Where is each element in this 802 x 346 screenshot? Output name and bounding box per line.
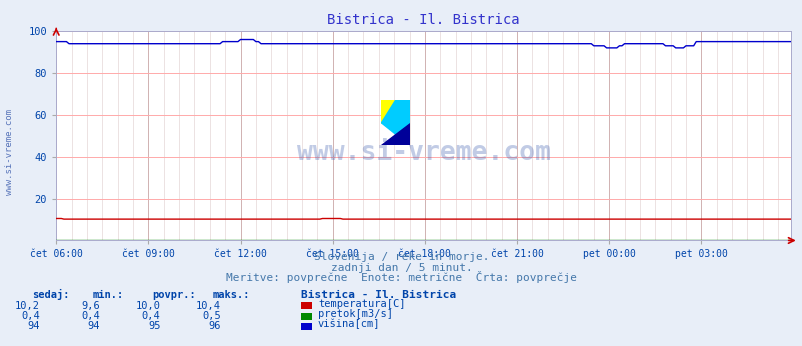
Text: maks.:: maks.: [213, 290, 250, 300]
Text: sedaj:: sedaj: [32, 289, 70, 300]
Text: 96: 96 [208, 321, 221, 331]
Text: zadnji dan / 5 minut.: zadnji dan / 5 minut. [330, 263, 472, 273]
Text: 95: 95 [148, 321, 160, 331]
Text: temperatura[C]: temperatura[C] [318, 299, 405, 309]
Text: 0,4: 0,4 [82, 311, 100, 321]
Text: 10,4: 10,4 [196, 301, 221, 311]
Polygon shape [381, 100, 395, 123]
Text: www.si-vreme.com: www.si-vreme.com [5, 109, 14, 195]
Text: višina[cm]: višina[cm] [318, 319, 380, 329]
Text: 0,4: 0,4 [142, 311, 160, 321]
Text: 0,4: 0,4 [22, 311, 40, 321]
Title: Bistrica - Il. Bistrica: Bistrica - Il. Bistrica [327, 13, 519, 27]
Polygon shape [381, 123, 409, 145]
Text: www.si-vreme.com: www.si-vreme.com [296, 139, 550, 165]
Text: povpr.:: povpr.: [152, 290, 196, 300]
Polygon shape [381, 100, 409, 145]
Text: Bistrica - Il. Bistrica: Bistrica - Il. Bistrica [301, 290, 456, 300]
Text: 94: 94 [87, 321, 100, 331]
Text: 10,0: 10,0 [136, 301, 160, 311]
Text: 0,5: 0,5 [202, 311, 221, 321]
Text: 9,6: 9,6 [82, 301, 100, 311]
Text: 94: 94 [27, 321, 40, 331]
Text: pretok[m3/s]: pretok[m3/s] [318, 309, 392, 319]
Text: 10,2: 10,2 [15, 301, 40, 311]
Text: Slovenija / reke in morje.: Slovenija / reke in morje. [314, 252, 488, 262]
Text: Meritve: povprečne  Enote: metrične  Črta: povprečje: Meritve: povprečne Enote: metrične Črta:… [225, 271, 577, 283]
Text: min.:: min.: [92, 290, 124, 300]
